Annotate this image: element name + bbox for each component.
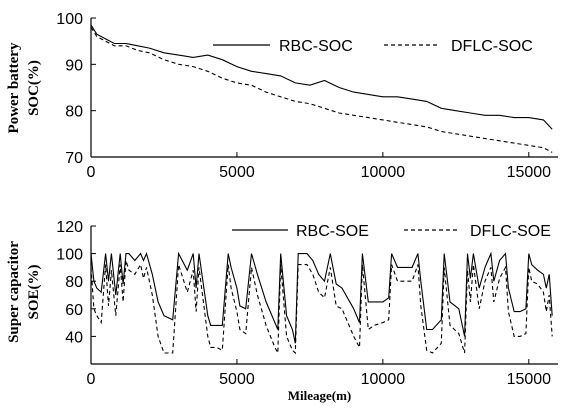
y-axis-title: SOC(%) — [26, 60, 42, 116]
series-line-dflc-soe — [90, 260, 553, 356]
x-tick-label: 15000 — [507, 164, 552, 181]
legend-label-rbc-soc: RBC-SOC — [279, 38, 353, 55]
y-tick-label: 60 — [65, 302, 83, 319]
x-tick-label: 0 — [87, 164, 96, 181]
legend-label-dflc-soe: DFLC-SOE — [470, 223, 551, 240]
y-tick-label: 100 — [56, 11, 83, 28]
y-tick-label: 80 — [65, 274, 83, 291]
y-axis-title: Super capacitor — [6, 241, 22, 343]
y-tick-label: 120 — [56, 219, 83, 236]
y-tick-label: 80 — [65, 104, 83, 121]
x-tick-label: 5000 — [219, 371, 255, 388]
legend-label-dflc-soc: DFLC-SOC — [451, 38, 533, 55]
x-axis-title: Mileage(m) — [288, 388, 352, 403]
x-tick-label: 15000 — [507, 371, 552, 388]
y-tick-label: 40 — [65, 329, 83, 346]
series-line-rbc-soe — [90, 251, 553, 344]
y-tick-label: 90 — [65, 57, 83, 74]
chart-panel-2: 0 5000 10000 15000 40 60 80 100 120 RBC-SOE DFLC-S… — [6, 219, 558, 403]
x-tick-label: 10000 — [361, 164, 406, 181]
y-axis-title: SOE(%) — [26, 264, 42, 319]
y-tick-label: 70 — [65, 150, 83, 167]
x-tick-label: 0 — [87, 371, 96, 388]
y-axis-title: Power battery — [6, 42, 22, 133]
x-tick-label: 10000 — [361, 371, 406, 388]
series-line-rbc-soc — [90, 24, 553, 130]
x-tick-label: 5000 — [219, 164, 255, 181]
y-tick-label: 100 — [56, 247, 83, 264]
chart-panel-1: 0 5000 10000 15000 70 80 90 100 RBC-SOC DFLC-SOC P… — [6, 11, 558, 181]
legend-label-rbc-soe: RBC-SOE — [296, 223, 369, 240]
